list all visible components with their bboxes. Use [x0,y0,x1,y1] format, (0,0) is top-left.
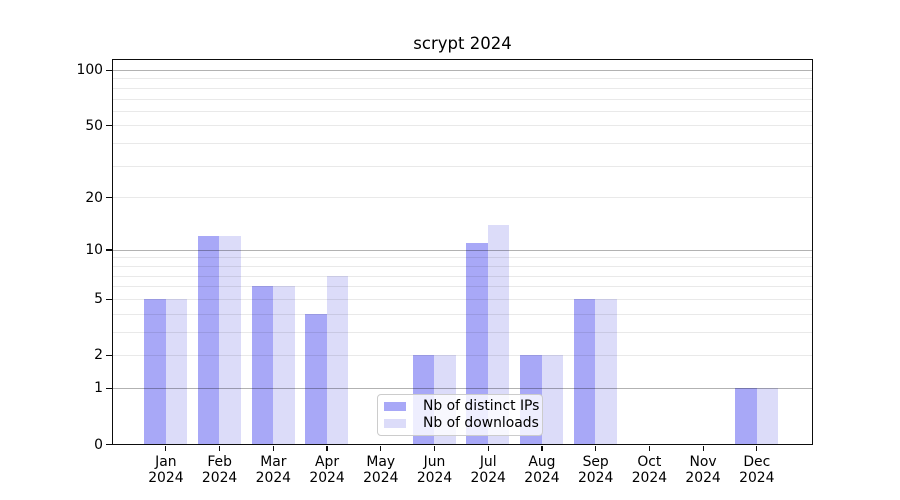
y-tick-mark-0 [106,443,112,446]
chart-title: scrypt 2024 [413,34,512,53]
bar-downloads-dec [756,387,778,445]
y-tick-mark-2 [106,354,112,356]
legend-swatch-downloads-icon [384,419,406,428]
gridline-minor-70 [112,98,812,100]
x-tick-mark-nov [702,445,704,451]
x-tick-label-jun: Jun 2024 [416,453,453,487]
y-tick-label-100: 100 [76,62,103,79]
bar-downloads-jan [165,298,188,445]
bar-downloads-aug [541,355,564,445]
gridline-minor-20 [112,197,812,199]
x-tick-label-mar: Mar 2024 [255,453,291,487]
x-tick-mark-oct [648,445,650,451]
gridline-minor-8 [112,266,812,268]
legend-label-downloads: Nb of downloads [423,415,539,431]
y-tick-label-2: 2 [94,347,103,364]
x-tick-label-nov: Nov 2024 [685,453,721,487]
y-tick-label-1: 1 [94,380,103,397]
x-tick-label-feb: Feb 2024 [201,453,238,487]
x-tick-mark-feb [219,445,221,451]
bar-distinct-ips-apr [305,313,327,445]
gridline-minor-6 [112,286,812,288]
x-tick-mark-sep [595,445,597,451]
x-tick-label-jan: Jan 2024 [148,453,184,487]
y-tick-label-0: 0 [94,436,103,453]
bar-distinct-ips-mar [251,286,274,445]
gridline-minor-40 [112,143,812,145]
plot-area [111,59,813,446]
legend: Nb of distinct IPs Nb of downloads [377,394,543,436]
gridline-minor-5 [112,298,812,300]
x-tick-label-aug: Aug 2024 [524,453,560,487]
y-tick-label-20: 20 [85,189,103,206]
legend-label-distinct-ips: Nb of distinct IPs [423,398,540,414]
bar-distinct-ips-jan [144,298,166,445]
y-tick-mark-20 [106,197,112,199]
x-tick-mark-aug [541,445,543,451]
gridline-minor-4 [112,313,812,315]
x-tick-mark-dec [756,445,758,451]
y-tick-label-10: 10 [85,242,103,259]
x-tick-mark-apr [326,445,328,451]
y-tick-mark-5 [106,298,112,300]
x-tick-label-may: May 2024 [363,453,399,487]
gridline-major-100 [112,70,812,71]
bar-downloads-jul [487,224,510,445]
gridline-minor-80 [112,87,812,89]
gridline-minor-60 [112,110,812,112]
gridline-minor-9 [112,257,812,259]
x-tick-mark-jun [433,445,436,451]
gridline-minor-2 [112,355,812,357]
y-tick-mark-100 [106,69,112,71]
legend-entry-downloads: Nb of downloads [384,415,539,432]
x-tick-label-jul: Jul 2024 [470,453,506,487]
grid-layer [112,60,812,444]
x-tick-mark-jan [165,445,167,451]
bar-distinct-ips-sep [573,298,596,445]
gridline-minor-7 [112,275,812,277]
gridline-minor-3 [112,331,812,333]
gridline-minor-90 [112,78,812,80]
y-tick-mark-1 [106,387,112,389]
x-tick-mark-jul [487,445,489,451]
bar-downloads-sep [595,298,617,445]
gridline-major-1 [112,387,812,389]
gridline-minor-50 [112,125,812,127]
bar-downloads-apr [326,275,349,445]
x-tick-mark-mar [272,445,274,451]
gridline-major-10 [112,249,812,251]
bar-downloads-mar [273,286,295,445]
y-tick-mark-50 [106,125,112,127]
x-tick-label-oct: Oct 2024 [631,453,668,487]
y-tick-mark-10 [106,249,112,251]
x-tick-mark-may [380,445,382,451]
bar-distinct-ips-feb [197,236,220,445]
y-tick-label-50: 50 [85,117,103,134]
gridline-minor-30 [112,165,812,167]
bar-downloads-feb [219,236,241,445]
bar-distinct-ips-dec [735,387,757,445]
y-tick-label-5: 5 [94,291,103,308]
legend-entry-distinct-ips: Nb of distinct IPs [384,398,540,415]
x-tick-label-sep: Sep 2024 [577,453,614,487]
x-tick-label-dec: Dec 2024 [739,453,775,487]
legend-swatch-distinct-ips-icon [384,402,406,411]
x-tick-label-apr: Apr 2024 [309,453,345,487]
bar-distinct-ips-jul [466,242,488,445]
